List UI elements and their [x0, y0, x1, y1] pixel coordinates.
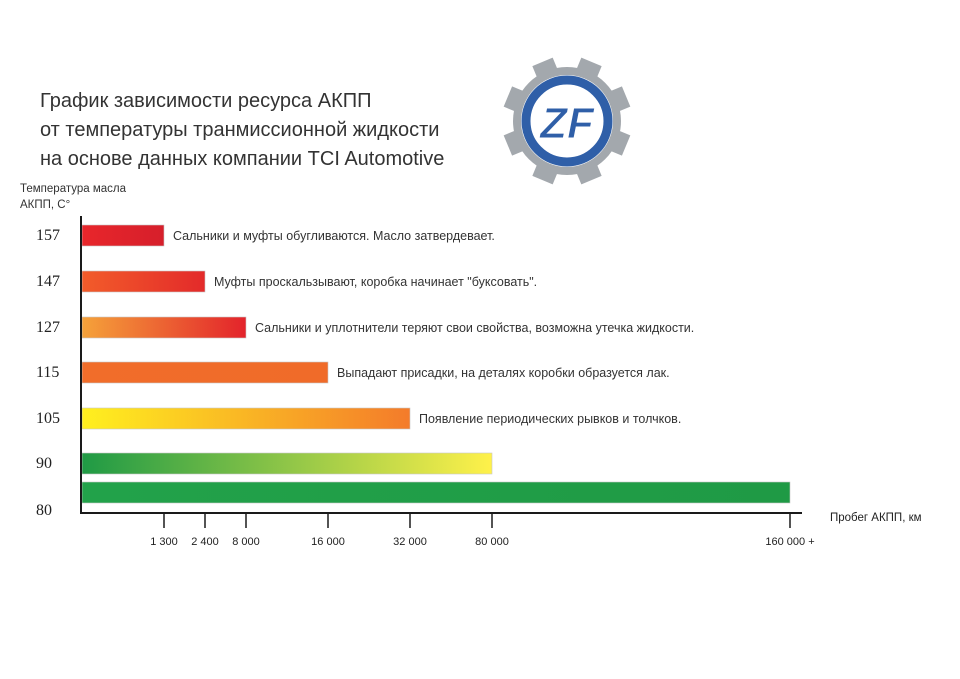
x-tick-label: 32 000: [393, 536, 427, 548]
bar-157: [81, 224, 165, 247]
y-axis-label: Температура масла АКПП, С°: [20, 183, 127, 211]
annotation-105: Появление периодических рывков и толчков…: [419, 412, 681, 426]
annotation-115: Выпадают присадки, на деталях коробки об…: [337, 366, 670, 380]
annotation-127: Сальники и уплотнители теряют свои свойс…: [255, 321, 694, 335]
bar-127: [81, 316, 247, 339]
title-line-2: от температуры транмиссионной жидкости: [40, 119, 439, 141]
y-tick-127: 127: [36, 319, 60, 336]
logo-text: ZF: [538, 99, 595, 148]
ylabel-line-1: Температура масла: [20, 183, 127, 195]
x-ticks: 1 300 2 400 8 000 16 000 32 000 80 000 160 000…: [150, 513, 815, 548]
logo-ring-blue: [521, 75, 613, 167]
bar-115: [81, 361, 329, 384]
x-tick-label: 16 000: [311, 536, 345, 548]
y-tick-labels: 157 147 127 115 105 90 80: [36, 227, 60, 519]
y-tick-80: 80: [36, 502, 52, 519]
x-tick-label: 160 000 +: [765, 536, 814, 548]
zf-logo: ZF: [503, 57, 631, 185]
y-tick-115: 115: [36, 364, 59, 381]
x-axis-label: Пробег АКПП, км: [830, 512, 922, 524]
bar-90: [81, 452, 493, 475]
bars: [81, 224, 791, 504]
bar-105: [81, 407, 411, 430]
ylabel-line-2: АКПП, С°: [20, 199, 70, 211]
bar-147: [81, 270, 206, 293]
y-tick-90: 90: [36, 455, 52, 472]
title-line-3: на основе данных компании TCI Automotive: [40, 148, 444, 170]
y-tick-157: 157: [36, 227, 60, 244]
x-tick-label: 80 000: [475, 536, 509, 548]
x-tick-label: 2 400: [191, 536, 219, 548]
annotations: Сальники и муфты обугливаются. Масло зат…: [173, 229, 694, 426]
annotation-157: Сальники и муфты обугливаются. Масло зат…: [173, 229, 495, 243]
bar-80: [81, 481, 791, 504]
x-tick-label: 8 000: [232, 536, 260, 548]
chart-title: График зависимости ресурса АКПП от темпе…: [40, 90, 444, 170]
y-tick-105: 105: [36, 410, 60, 427]
x-tick-label: 1 300: [150, 536, 178, 548]
y-tick-147: 147: [36, 273, 60, 290]
annotation-147: Муфты проскальзывают, коробка начинает "…: [214, 275, 537, 289]
logo-inner: [533, 87, 601, 155]
title-line-1: График зависимости ресурса АКПП: [40, 90, 371, 112]
